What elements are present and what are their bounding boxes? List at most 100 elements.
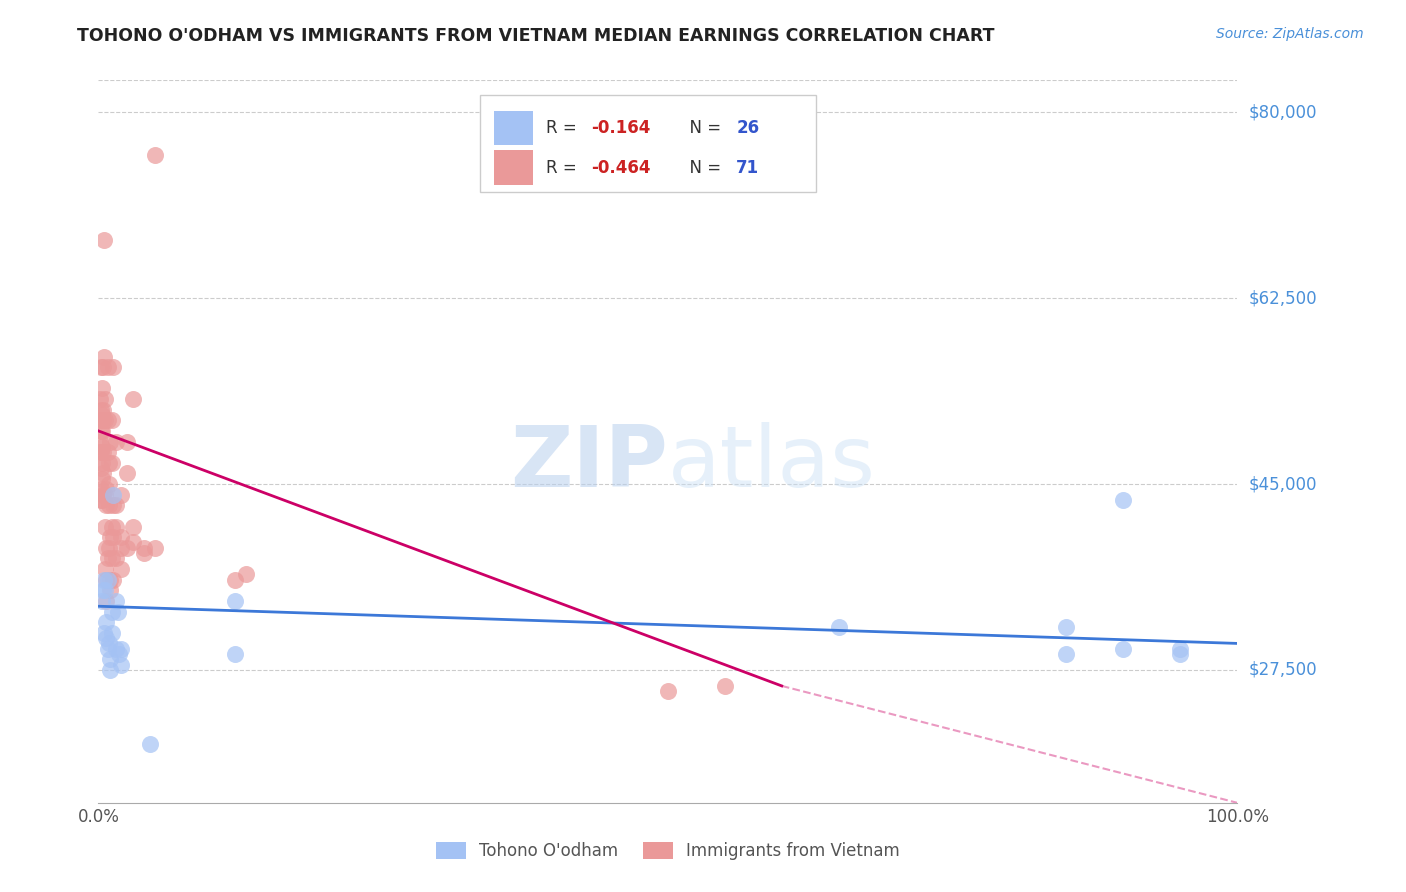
Point [94,392,117,406]
Point [91,583,114,598]
Point [91,360,114,375]
Point [101,551,124,566]
Point [96,551,118,566]
Point [98,652,121,666]
Point [90,402,112,417]
Point [96,360,118,375]
Point [90,493,112,508]
Point [110,562,132,576]
Text: atlas: atlas [668,422,876,505]
Point [90,594,112,608]
Point [98,583,121,598]
Point [115,467,138,481]
Point [132,541,155,555]
Point [91,413,114,427]
Point [93,350,115,364]
Point [121,519,143,533]
Point [132,546,155,560]
Point [97,541,120,555]
Point [96,445,118,459]
Text: TOHONO O'ODHAM VS IMMIGRANTS FROM VIETNAM MEDIAN EARNINGS CORRELATION CHART: TOHONO O'ODHAM VS IMMIGRANTS FROM VIETNA… [77,27,995,45]
Text: $45,000: $45,000 [1249,475,1317,493]
Point [101,519,124,533]
Point [90,360,112,375]
Point [98,530,121,544]
Point [103,360,125,375]
Point [90,424,112,438]
Point [110,530,132,544]
Point [90,408,112,422]
Bar [494,111,533,145]
Point [98,663,121,677]
Point [91,467,114,481]
Point [90,461,112,475]
Text: $62,500: $62,500 [1249,289,1317,307]
Point [1054,647,1078,661]
Point [97,477,120,491]
Point [101,413,124,427]
Point [1112,641,1135,656]
Point [94,413,117,427]
Point [657,684,679,698]
Point [110,541,132,555]
Point [121,392,143,406]
Point [94,488,117,502]
Point [96,413,118,427]
Text: Source: ZipAtlas.com: Source: ZipAtlas.com [1216,27,1364,41]
Text: ZIP: ZIP [510,422,668,505]
Point [224,594,246,608]
Point [90,424,112,438]
Point [93,573,115,587]
Point [145,147,167,161]
FancyBboxPatch shape [479,95,815,193]
Point [90,493,112,508]
Point [90,381,112,395]
Point [101,625,124,640]
Point [93,233,115,247]
Point [1170,647,1192,661]
Point [96,594,118,608]
Text: N =: N = [679,159,727,177]
Point [96,498,118,512]
Point [121,535,143,549]
Point [235,567,257,582]
Point [104,594,127,608]
Point [138,737,160,751]
Point [96,641,118,656]
Text: R =: R = [546,159,582,177]
Point [89,445,111,459]
Point [115,434,138,449]
Text: $80,000: $80,000 [1249,103,1317,121]
Text: N =: N = [679,119,727,137]
Point [98,573,121,587]
Point [94,562,117,576]
Point [90,456,112,470]
Point [224,647,246,661]
Point [97,636,120,650]
Text: R =: R = [546,119,582,137]
Text: 71: 71 [737,159,759,177]
Point [90,445,112,459]
Point [104,641,127,656]
Point [145,541,167,555]
Point [1054,620,1078,634]
Point [90,483,112,497]
Point [103,573,125,587]
Point [103,498,125,512]
Point [101,605,124,619]
Point [89,392,111,406]
Point [90,472,112,486]
Point [104,551,127,566]
Point [224,573,246,587]
Point [110,657,132,672]
Point [96,631,118,645]
Point [91,445,114,459]
Text: 26: 26 [737,119,759,137]
Text: $27,500: $27,500 [1249,661,1317,679]
Point [107,605,129,619]
Point [828,620,851,634]
Point [96,541,118,555]
Point [89,434,111,449]
Point [96,573,118,587]
Bar [494,151,533,185]
